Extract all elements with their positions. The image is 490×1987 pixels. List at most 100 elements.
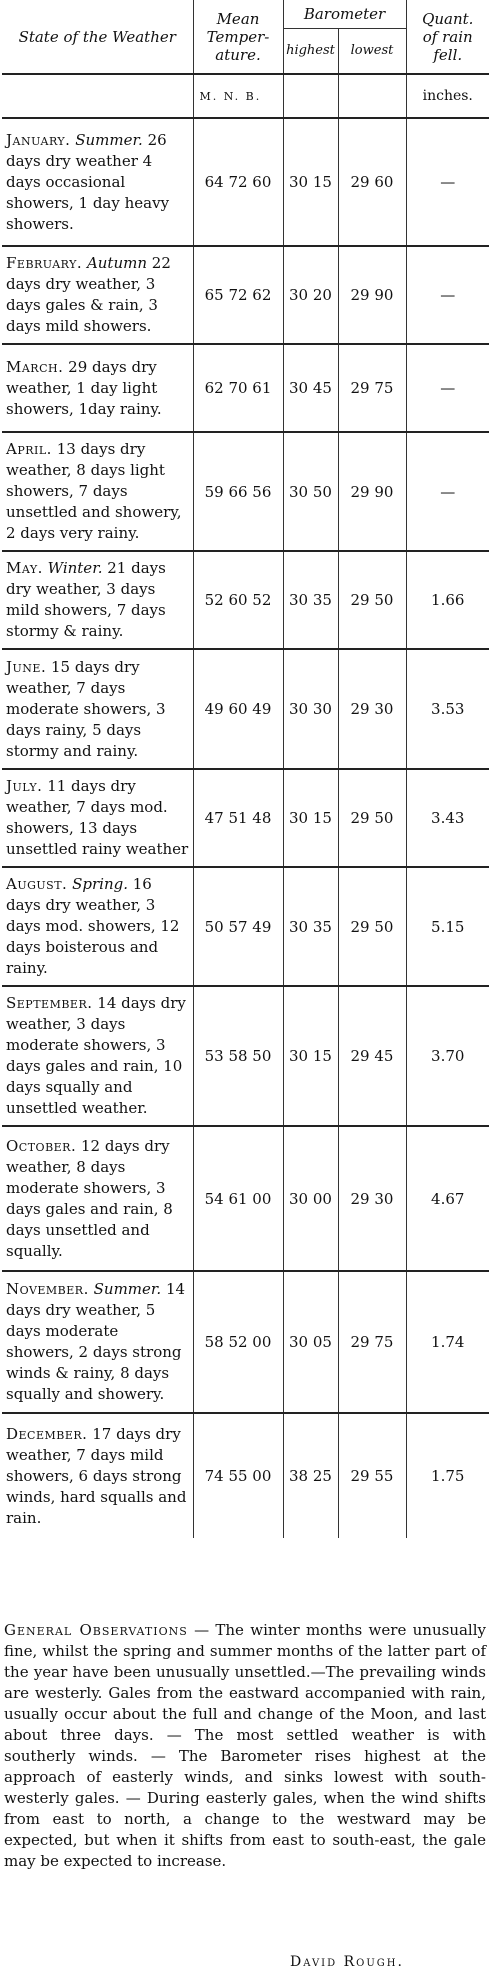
barometer-highest-cell: 30 00 [282, 1125, 338, 1271]
mean-temperature-cell: 58 52 00 [192, 1270, 283, 1413]
month-description: November. Summer. 14 days dry weather, 5… [2, 1270, 193, 1413]
barometer-highest-cell: 30 20 [282, 245, 338, 344]
month-description: February. Autumn 22 days dry weather, 3 … [2, 245, 193, 344]
barometer-lowest-cell: 29 30 [337, 1125, 406, 1271]
barometer-highest-cell: 30 05 [282, 1270, 338, 1413]
mean-temperature-cell: 53 58 50 [192, 985, 283, 1126]
month-name: November. [6, 1280, 89, 1298]
season-label: Winter. [47, 559, 103, 577]
rain-quantity-header: Quant. of rain fell. [405, 0, 489, 74]
weather-summary: 17 days dry weather, 7 days mild showers… [6, 1424, 187, 1527]
weather-summary: 15 days dry weather, 7 days moderate sho… [6, 657, 166, 760]
barometer-lowest-cell: 29 45 [337, 985, 406, 1126]
month-description: January. Summer. 26 days dry weather 4 d… [2, 117, 193, 246]
mean-temperature-cell: 74 55 00 [192, 1412, 283, 1538]
rain-quantity-cell: 1.75 [405, 1412, 489, 1538]
table-row: October. 12 days dry weather, 8 days mod… [2, 1125, 489, 1271]
barometer-highest-cell: 30 45 [282, 343, 338, 432]
table-row: November. Summer. 14 days dry weather, 5… [2, 1270, 489, 1413]
month-name: September. [6, 994, 93, 1012]
table-row: January. Summer. 26 days dry weather 4 d… [2, 117, 489, 246]
table-row: July. 11 days dry weather, 7 days mod. s… [2, 768, 489, 867]
state-of-weather-header: State of the Weather [18, 27, 176, 46]
mean-label: Mean [216, 9, 260, 28]
rain-quantity-cell: 1.74 [405, 1270, 489, 1413]
general-observations: General Observations — The winter months… [4, 1620, 486, 1872]
mean-temperature-cell: 65 72 62 [192, 245, 283, 344]
mean-temperature-cell: 52 60 52 [192, 550, 283, 649]
weather-summary: 14 days dry weather, 3 days moderate sho… [6, 994, 186, 1117]
weather-summary: 29 days dry weather, 1 day light showers… [6, 357, 162, 418]
table-row: December. 17 days dry weather, 7 days mi… [2, 1412, 489, 1538]
weather-summary: 11 days dry weather, 7 days mod. showers… [6, 777, 189, 858]
month-description: September. 14 days dry weather, 3 days m… [2, 985, 193, 1126]
season-label: Summer. [75, 130, 143, 149]
mnb-label: M. N. B. [192, 73, 283, 118]
barometer-highest-cell: 30 15 [282, 985, 338, 1126]
of-rain-label: of rain [422, 27, 473, 46]
weather-summary: 21 days dry weather, 3 days mild showers… [6, 559, 166, 640]
barometer-highest-cell: 30 15 [282, 768, 338, 867]
month-name: October. [6, 1136, 77, 1155]
barometer-highest-cell: 30 35 [282, 866, 338, 986]
table-row: August. Spring. 16 days dry weather, 3 d… [2, 866, 489, 986]
mean-temperature-cell: 49 60 49 [192, 648, 283, 769]
table-row: May. Winter. 21 days dry weather, 3 days… [2, 550, 489, 649]
month-name: July. [6, 777, 43, 795]
barometer-highest-cell: 30 35 [282, 550, 338, 649]
rain-quantity-cell: — [405, 117, 489, 246]
month-name: April. [6, 440, 52, 458]
table-header-row: State of the Weather Mean Temper- ature.… [2, 0, 489, 74]
weather-summary: 12 days dry weather, 8 days moderate sho… [6, 1136, 173, 1260]
month-name: August. [6, 875, 68, 893]
weather-summary: 14 days dry weather, 5 days moderate sho… [6, 1280, 186, 1403]
mean-temperature-cell: 50 57 49 [192, 866, 283, 986]
month-name: March. [6, 357, 64, 376]
mean-temperature-cell: 54 61 00 [192, 1125, 283, 1271]
table-row: June. 15 days dry weather, 7 days modera… [2, 648, 489, 769]
lowest-header: lowest [337, 28, 407, 74]
weather-summary: 13 days dry weather, 8 days light shower… [6, 440, 182, 542]
barometer-lowest-cell: 29 60 [337, 117, 406, 246]
barometer-lowest-cell: 29 75 [337, 343, 406, 432]
highest-header: highest [282, 28, 338, 74]
barometer-lowest-cell: 29 90 [337, 431, 406, 551]
weather-table: State of the Weather Mean Temper- ature.… [2, 0, 489, 1538]
mean-temperature-cell: 47 51 48 [192, 768, 283, 867]
ature-label: ature. [215, 45, 261, 64]
month-description: June. 15 days dry weather, 7 days modera… [2, 648, 193, 769]
mean-temperature-cell: 64 72 60 [192, 117, 283, 246]
table-row: April. 13 days dry weather, 8 days light… [2, 431, 489, 551]
month-name: January. [6, 130, 71, 149]
rain-quantity-cell: 3.53 [405, 648, 489, 769]
barometer-lowest-cell: 29 50 [337, 768, 406, 867]
barometer-lowest-cell: 29 55 [337, 1412, 406, 1538]
month-description: July. 11 days dry weather, 7 days mod. s… [2, 768, 193, 867]
barometer-lowest-cell: 29 90 [337, 245, 406, 344]
barometer-lowest-cell: 29 50 [337, 866, 406, 986]
month-name: June. [6, 657, 47, 676]
weather-summary: 16 days dry weather, 3 days mod. showers… [6, 875, 180, 977]
month-name: February. [6, 254, 83, 272]
barometer-highest-cell: 30 30 [282, 648, 338, 769]
rain-quantity-cell: — [405, 431, 489, 551]
rain-quantity-cell: 5.15 [405, 866, 489, 986]
month-description: May. Winter. 21 days dry weather, 3 days… [2, 550, 193, 649]
month-description: October. 12 days dry weather, 8 days mod… [2, 1125, 193, 1271]
month-description: March. 29 days dry weather, 1 day light … [2, 343, 193, 432]
barometer-lowest-cell: 29 30 [337, 648, 406, 769]
weather-summary: 22 days dry weather, 3 days gales & rain… [6, 254, 171, 335]
weather-summary: 26 days dry weather 4 days occasional sh… [6, 130, 170, 233]
rain-quantity-cell: 3.70 [405, 985, 489, 1126]
mean-temperature-header: Mean Temper- ature. [192, 0, 283, 74]
month-description: April. 13 days dry weather, 8 days light… [2, 431, 193, 551]
table-row: February. Autumn 22 days dry weather, 3 … [2, 245, 489, 344]
mean-temperature-cell: 62 70 61 [192, 343, 283, 432]
barometer-highest-cell: 38 25 [282, 1412, 338, 1538]
fell-label: fell. [433, 45, 463, 64]
barometer-lowest-cell: 29 50 [337, 550, 406, 649]
rain-quantity-cell: 4.67 [405, 1125, 489, 1271]
season-label: Autumn [86, 254, 148, 272]
month-name: May. [6, 559, 43, 577]
barometer-highest-cell: 30 50 [282, 431, 338, 551]
